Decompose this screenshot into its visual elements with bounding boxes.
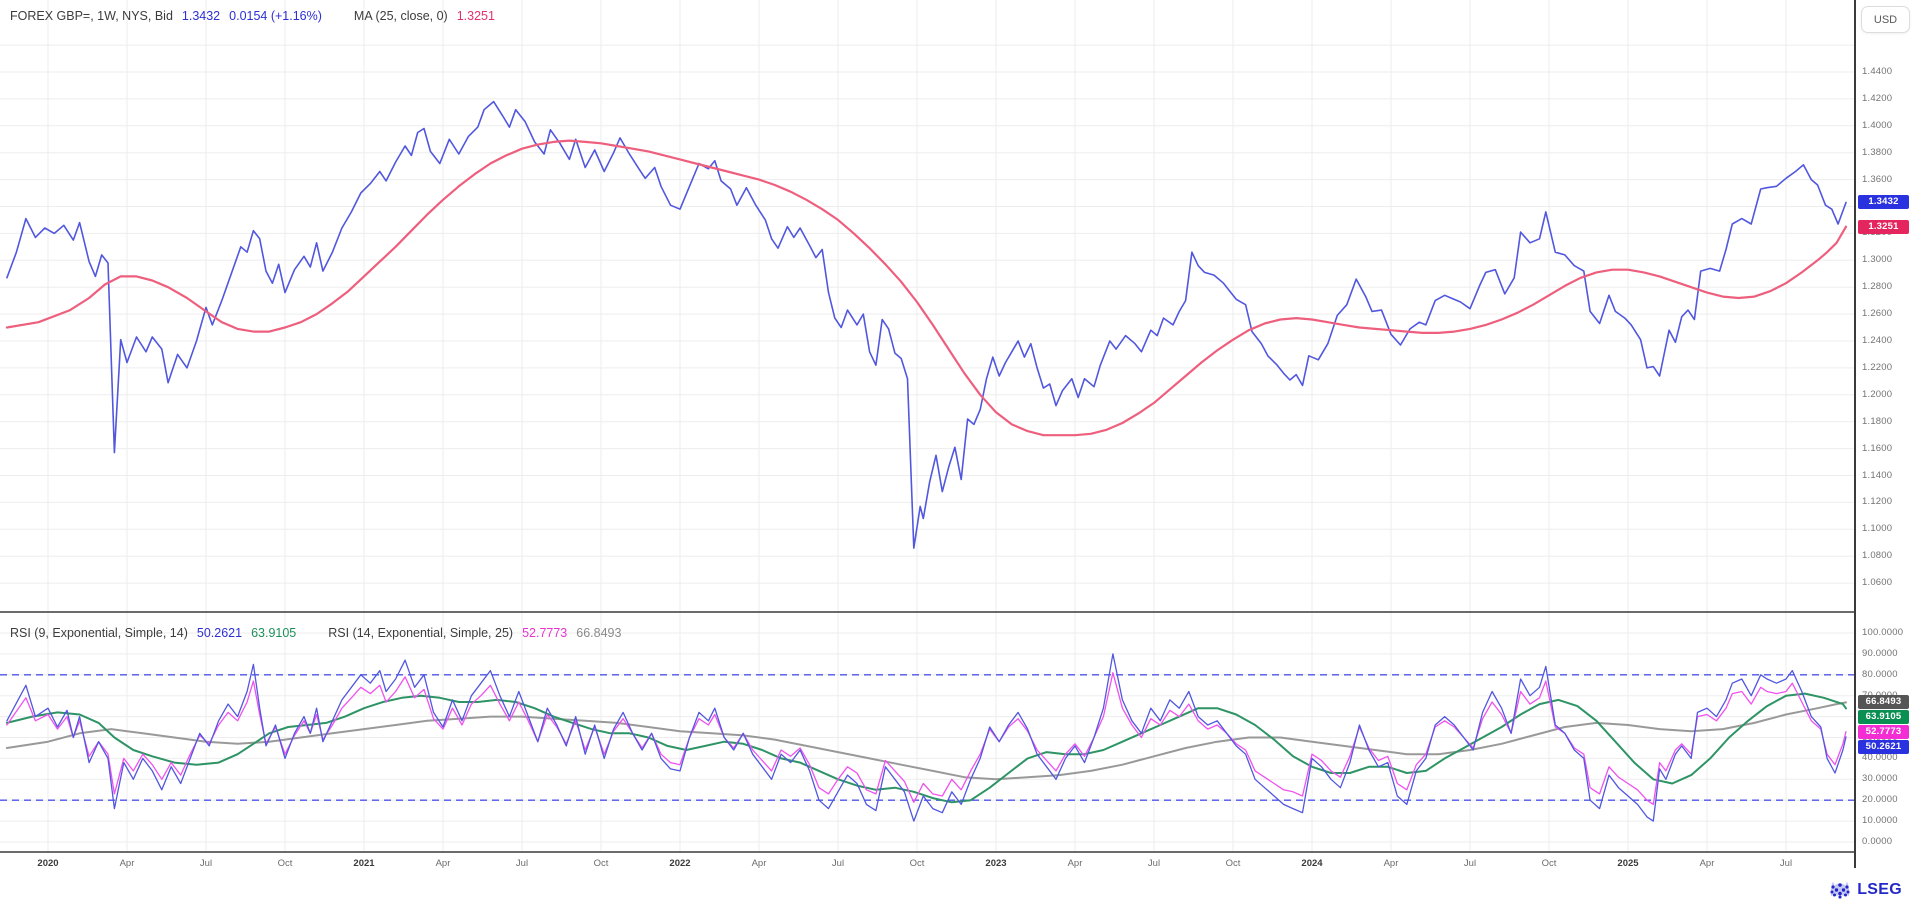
date-axis[interactable]: 2020 Apr Jul Oct 2021 Apr Jul Oct 2022 Apr Jul Oct 2…	[0, 852, 1855, 876]
price-badge: 1.3432	[1858, 195, 1909, 210]
rsi2-avg-value: 66.8493	[576, 626, 622, 640]
rsi-legend[interactable]: RSI (9, Exponential, Simple, 14) 50.2621…	[10, 626, 621, 640]
rsi1-label[interactable]: RSI (9, Exponential, Simple, 14)	[10, 626, 188, 640]
bid-value: 1.3432	[181, 9, 221, 23]
price-axis-tick: 1.2000	[1862, 388, 1893, 400]
change-value: 0.0154 (+1.16%)	[229, 9, 322, 23]
price-axis-tick: 1.2400	[1862, 335, 1893, 346]
date-axis-label: 2020	[37, 858, 59, 869]
rsi2-label[interactable]: RSI (14, Exponential, Simple, 25)	[328, 626, 514, 640]
ma-label[interactable]: MA (25, close, 0)	[353, 9, 448, 23]
price-axis-tick: 1.0800	[1862, 550, 1893, 562]
price-axis-tick: 1.1400	[1862, 469, 1893, 481]
date-axis-label: Oct	[1225, 858, 1241, 869]
price-axis-tick: 1.0600	[1862, 577, 1893, 589]
date-axis-label: Jul	[1147, 858, 1161, 869]
date-axis-label: 2021	[353, 858, 375, 869]
rsi-axis-tick: 20.0000	[1862, 794, 1898, 806]
date-axis-label: Jul	[1463, 858, 1477, 869]
price-axis-tick: 1.3800	[1862, 146, 1893, 158]
date-axis-label: Jul	[1779, 858, 1793, 869]
price-axis-tick: 1.1800	[1862, 415, 1893, 427]
rsi-axis-tick: 80.0000	[1862, 668, 1898, 680]
date-axis-label: Jul	[199, 858, 213, 869]
date-axis-label: Oct	[909, 858, 925, 869]
date-axis-label: Oct	[1541, 858, 1557, 869]
price-axis-tick: 1.4000	[1862, 119, 1893, 131]
rsi-badge: 50.2621	[1858, 740, 1909, 755]
date-axis-label: Jul	[515, 858, 529, 869]
rsi-axis-tick: 70.0000	[1862, 690, 1898, 701]
price-axis-tick: 1.2200	[1862, 361, 1893, 373]
date-axis-label: Apr	[435, 858, 451, 869]
rsi-axis-tick: 40.0000	[1862, 752, 1898, 764]
date-axis-label: 2022	[669, 858, 691, 869]
date-axis-label: Apr	[1383, 858, 1399, 869]
price-axis-tick: 1.2600	[1862, 308, 1893, 320]
rsi-series-line	[6, 672, 1847, 806]
instrument-label[interactable]: FOREX GBP=, 1W, NYS, Bid	[10, 9, 173, 23]
price-series-line	[5, 139, 1848, 437]
lseg-logo-text: LSEG	[1857, 881, 1902, 898]
rsi-axis-tick: 30.0000	[1862, 773, 1898, 785]
rsi-axis-tick: 10.0000	[1862, 815, 1898, 827]
rsi-series-line	[5, 692, 1847, 804]
price-badge: 1.3251	[1858, 219, 1909, 234]
date-axis-label: Apr	[119, 858, 135, 869]
price-axis[interactable]: 1.44001.42001.40001.38001.36001.34001.32…	[1855, 0, 1916, 612]
rsi2-value: 52.7773	[522, 626, 568, 640]
currency-chip[interactable]: USD	[1861, 6, 1910, 33]
rsi-series-line	[6, 653, 1847, 822]
price-axis-tick: 1.4400	[1862, 66, 1893, 77]
rsi-axis-tick: 100.0000	[1862, 627, 1904, 638]
price-axis-tick: 1.1200	[1862, 496, 1893, 508]
date-axis-label: 2025	[1617, 858, 1639, 869]
rsi-badge: 52.7773	[1858, 725, 1909, 740]
price-axis-tick: 1.2800	[1862, 281, 1893, 293]
date-axis-label: Apr	[1699, 858, 1715, 869]
price-axis-tick: 1.1600	[1862, 442, 1893, 454]
price-axis-tick: 1.3600	[1862, 173, 1893, 185]
date-axis-label: Jul	[831, 858, 845, 869]
date-axis-label: Apr	[1067, 858, 1083, 869]
price-legend[interactable]: FOREX GBP=, 1W, NYS, Bid 1.3432 0.0154 (…	[10, 9, 495, 23]
date-axis-label: 2024	[1301, 858, 1323, 869]
rsi-axis-tick: 90.0000	[1862, 647, 1898, 659]
rsi-axis-tick: 0.0000	[1862, 836, 1893, 847]
ma-value: 1.3251	[456, 9, 495, 23]
lseg-logo: LSEG	[1828, 880, 1902, 900]
price-series-line	[6, 100, 1847, 549]
date-axis-label: Oct	[277, 858, 293, 869]
rsi-badge: 66.8493	[1858, 695, 1909, 710]
date-axis-label: Oct	[593, 858, 609, 869]
rsi-axis[interactable]: 100.000090.000080.000070.000060.000050.0…	[1855, 612, 1916, 852]
price-axis-tick: 1.3000	[1862, 254, 1893, 266]
rsi1-avg-value: 63.9105	[251, 626, 297, 640]
lseg-crest-icon	[1830, 882, 1850, 899]
rsi1-value: 50.2621	[196, 626, 243, 640]
price-axis-tick: 1.4200	[1862, 92, 1893, 104]
rsi-badge: 63.9105	[1858, 710, 1909, 725]
date-axis-label: Apr	[751, 858, 767, 869]
price-axis-tick: 1.1000	[1862, 523, 1893, 535]
date-axis-label: 2023	[985, 858, 1007, 869]
